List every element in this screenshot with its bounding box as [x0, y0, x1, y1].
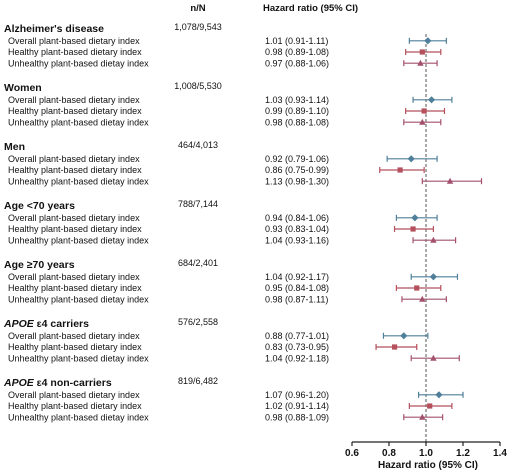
x-tick-label: 1.0	[419, 448, 433, 459]
row-label: Healthy plant-based dietary index	[8, 47, 142, 57]
nn-column-header: n/N	[190, 3, 205, 14]
subgroup-title-prefix: APOE	[3, 377, 35, 389]
point-estimate-triangle	[430, 354, 437, 361]
row-hazard-ratio-text: 0.98 (0.87-1.11)	[265, 294, 328, 304]
point-estimate-square	[421, 108, 427, 114]
row-hazard-ratio-text: 0.94 (0.84-1.06)	[265, 213, 329, 223]
subgroup-n-over-N: 788/7,144	[178, 199, 218, 209]
subgroup-title: Women	[4, 82, 42, 94]
subgroup-title-main: ε4 carriers	[34, 318, 89, 330]
row-hazard-ratio-text: 0.98 (0.89-1.08)	[265, 47, 329, 57]
x-axis: 0.6 0.8 1.0 1.2 1.4 Hazard ratio (95% CI)	[345, 441, 507, 470]
row-hazard-ratio-text: 0.83 (0.73-0.95)	[265, 342, 329, 352]
row-label: Unhealthy plant-based dietay index	[8, 412, 149, 422]
x-tick-label: 1.2	[456, 448, 470, 459]
row-hazard-ratio-text: 0.99 (0.89-1.10)	[265, 106, 329, 116]
row-label: Unhealthy plant-based dietay index	[8, 117, 149, 127]
row-label: Overall plant-based dietary index	[8, 213, 140, 223]
row-hazard-ratio-text: 0.98 (0.88-1.08)	[265, 117, 329, 127]
row-hazard-ratio-text: 0.98 (0.88-1.09)	[265, 412, 329, 422]
point-estimate-triangle	[419, 118, 426, 125]
row-label: Unhealthy plant-based dietay index	[8, 294, 149, 304]
subgroup-title: Men	[4, 141, 25, 153]
point-estimate-diamond	[424, 37, 432, 45]
row-hazard-ratio-text: 0.88 (0.77-1.01)	[265, 331, 329, 341]
row-label: Healthy plant-based dietary index	[8, 224, 142, 234]
column-headers: n/N Hazard ratio (95% CI)	[190, 3, 358, 14]
point-estimate-square	[391, 344, 398, 350]
point-estimate-diamond	[429, 273, 437, 281]
subgroup-n-over-N: 464/4,013	[178, 140, 218, 150]
x-tick-label: 0.6	[345, 448, 359, 459]
point-estimate-triangle	[419, 295, 426, 302]
row-hazard-ratio-text: 0.92 (0.79-1.06)	[265, 154, 329, 164]
subgroup-title: Age <70 years	[4, 200, 75, 212]
subgroup-title-main: Age <70 years	[4, 200, 75, 212]
subgroup-title: Age ≥70 years	[4, 259, 75, 271]
subgroup-title-prefix: APOE	[3, 318, 35, 330]
row-hazard-ratio-text: 1.04 (0.93-1.16)	[265, 235, 329, 245]
subgroup-n-over-N: 576/2,558	[178, 317, 218, 327]
subgroup-n-over-N: 819/6,482	[178, 376, 218, 386]
row-hazard-ratio-text: 1.01 (0.91-1.11)	[265, 36, 328, 46]
subgroup-title-main: Women	[4, 82, 42, 94]
point-estimate-diamond	[407, 155, 415, 163]
point-estimate-diamond	[427, 96, 436, 104]
subgroup-title: Alzheimer's disease	[4, 23, 104, 35]
row-hazard-ratio-text: 1.03 (0.93-1.14)	[265, 95, 329, 105]
point-estimate-triangle	[446, 177, 454, 184]
row-label: Overall plant-based dietary index	[8, 390, 140, 400]
row-label: Healthy plant-based dietary index	[8, 106, 142, 116]
row-hazard-ratio-text: 0.86 (0.75-0.99)	[265, 165, 329, 175]
row-label: Healthy plant-based dietary index	[8, 342, 142, 352]
row-label: Unhealthy plant-based dietay index	[8, 58, 149, 68]
row-label: Overall plant-based dietary index	[8, 95, 140, 105]
row-label: Healthy plant-based dietary index	[8, 165, 142, 175]
subgroup-title: APOE ε4 carriers	[3, 318, 89, 330]
row-hazard-ratio-text: 1.07 (0.96-1.20)	[265, 390, 329, 400]
x-tick-label: 1.4	[493, 448, 507, 459]
subgroup-title: APOE ε4 non-carriers	[3, 377, 112, 389]
row-label: Healthy plant-based dietary index	[8, 401, 142, 411]
point-estimate-square	[410, 226, 416, 232]
point-estimate-triangle	[417, 59, 424, 66]
row-hazard-ratio-text: 0.97 (0.88-1.06)	[265, 58, 329, 68]
row-label: Unhealthy plant-based dietay index	[8, 353, 149, 363]
point-estimate-triangle	[419, 413, 426, 420]
point-estimate-triangle	[430, 236, 437, 243]
subgroup-n-over-N: 1,008/5,530	[174, 81, 222, 91]
row-label: Overall plant-based dietary index	[8, 331, 140, 341]
point-estimate-diamond	[400, 332, 408, 340]
subgroup-title-main: Age ≥70 years	[4, 259, 75, 271]
x-tick-label: 0.8	[382, 448, 396, 459]
row-hazard-ratio-text: 1.13 (0.98-1.30)	[265, 176, 329, 186]
hazard-ratio-column-header: Hazard ratio (95% CI)	[263, 3, 358, 14]
point-estimate-square	[414, 285, 420, 291]
subgroup-title-main: Alzheimer's disease	[4, 23, 104, 35]
plot-area	[375, 34, 483, 442]
row-hazard-ratio-text: 1.04 (0.92-1.17)	[265, 272, 329, 282]
row-label: Overall plant-based dietary index	[8, 36, 140, 46]
point-estimate-diamond	[411, 214, 419, 222]
subgroup-n-over-N: 684/2,401	[178, 258, 218, 268]
row-hazard-ratio-text: 0.95 (0.84-1.08)	[265, 283, 329, 293]
row-hazard-ratio-text: 0.93 (0.83-1.04)	[265, 224, 329, 234]
point-estimate-diamond	[435, 391, 443, 399]
point-estimate-square	[419, 49, 425, 55]
row-label: Unhealthy plant-based dietay index	[8, 235, 149, 245]
subgroup-n-over-N: 1,078/9,543	[174, 22, 222, 32]
subgroup-title-main: Men	[4, 141, 25, 153]
point-estimate-square	[397, 167, 403, 173]
point-estimate-square	[427, 403, 433, 409]
x-axis-label: Hazard ratio (95% CI)	[378, 460, 478, 470]
row-hazard-ratio-text: 1.02 (0.91-1.14)	[265, 401, 329, 411]
row-label: Healthy plant-based dietary index	[8, 283, 142, 293]
row-hazard-ratio-text: 1.04 (0.92-1.18)	[265, 353, 329, 363]
row-label: Overall plant-based dietary index	[8, 154, 140, 164]
subgroup-rows: Alzheimer's disease 1,078/9,543 Overall pl…	[3, 22, 329, 422]
row-label: Overall plant-based dietary index	[8, 272, 140, 282]
row-label: Unhealthy plant-based dietay index	[8, 176, 149, 186]
subgroup-title-main: ε4 non-carriers	[34, 377, 112, 389]
